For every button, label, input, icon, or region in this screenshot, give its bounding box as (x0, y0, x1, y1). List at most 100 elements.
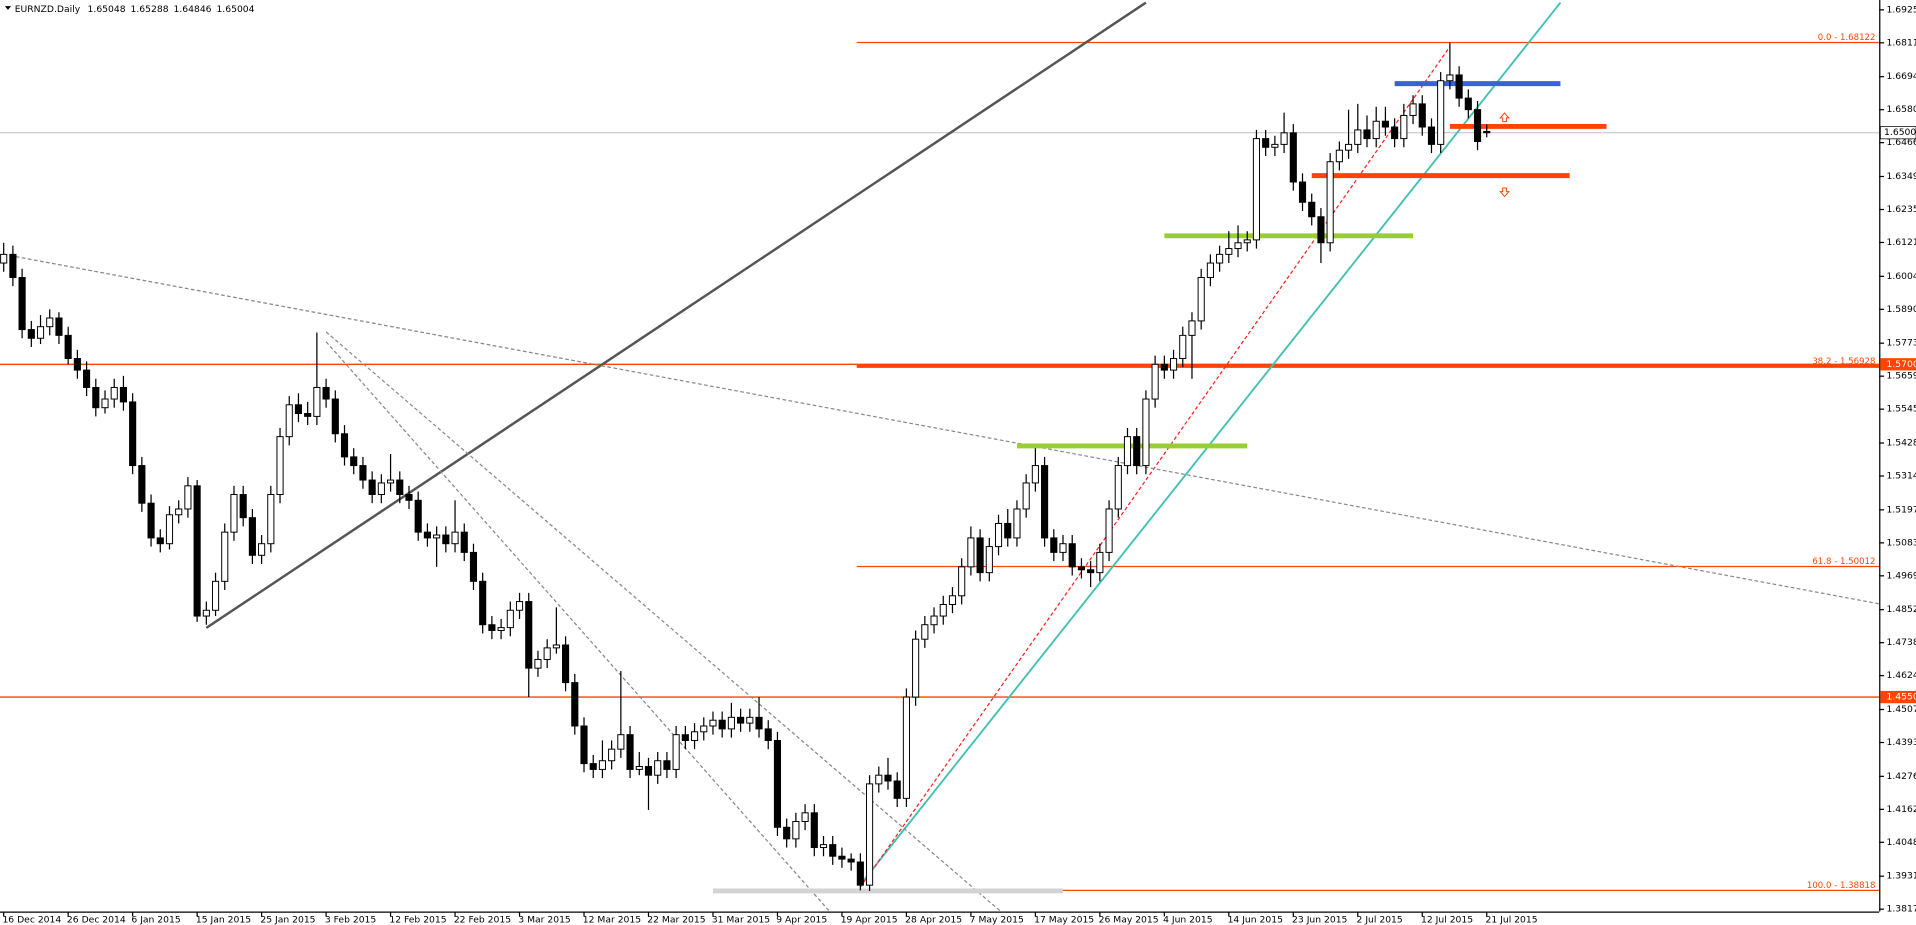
candle-body (718, 719, 726, 730)
x-tick-label: 12 Feb 2015 (389, 915, 446, 925)
up-arrow (1499, 112, 1510, 123)
y-tick-label: 1.65800 (1887, 104, 1916, 115)
candle-body (331, 398, 339, 435)
x-tick-label: 22 Feb 2015 (454, 915, 511, 925)
candle-body (534, 658, 542, 669)
y-tick-label: 1.62350 (1887, 204, 1916, 215)
candle-body (690, 731, 699, 741)
x-tick-label: 7 May 2015 (970, 915, 1024, 925)
candle-body (460, 531, 468, 553)
candle-body (506, 609, 514, 629)
candle-body (1169, 358, 1178, 371)
x-tick-label: 2 Jul 2015 (1357, 915, 1403, 925)
candle-body (644, 766, 653, 776)
candle-body (433, 534, 441, 539)
candle-body (110, 386, 118, 400)
y-tick-label: 1.61210 (1887, 237, 1916, 248)
candle-body (1409, 103, 1417, 116)
fib-label: 0.0 - 1.68122 (1818, 33, 1876, 43)
x-tick-label: 19 Apr 2015 (841, 915, 898, 925)
candle-body (267, 494, 275, 545)
candle-body (359, 465, 367, 481)
x-tick-label: 4 Jun 2015 (1163, 915, 1213, 925)
candle-body (1483, 130, 1491, 134)
candle-body (654, 760, 662, 776)
candle-body (608, 748, 616, 762)
trendline (3, 253, 1880, 605)
x-tick-label: 17 May 2015 (1034, 915, 1094, 925)
candle-body (967, 537, 975, 568)
candle-body (1418, 103, 1426, 128)
y-tick-label: 1.68110 (1887, 37, 1916, 48)
candle-body (18, 277, 26, 331)
candle-body (571, 682, 579, 727)
candle-body (626, 734, 634, 770)
candle-body (368, 479, 376, 496)
candle-body (1345, 143, 1353, 151)
candle-body (1446, 74, 1454, 82)
candle-body (276, 436, 284, 496)
x-tick-label: 9 Apr 2015 (776, 915, 827, 925)
candle-body (1041, 465, 1049, 539)
x-tick-label: 21 Jul 2015 (1486, 915, 1538, 925)
candle-body (1234, 242, 1242, 250)
candle-body (1252, 138, 1261, 241)
candle-body (1179, 334, 1187, 360)
candle-body (92, 386, 100, 409)
candle-body (1298, 181, 1307, 203)
candle-body (1308, 201, 1316, 218)
candle-body (414, 499, 422, 533)
candle-body (258, 543, 266, 556)
candle-body (1197, 277, 1205, 322)
y-tick-label: 1.66940 (1887, 71, 1916, 82)
candle-body (119, 386, 127, 403)
candle-body (617, 734, 625, 750)
candle-body (36, 326, 45, 339)
candle-body (175, 508, 183, 516)
candle-body (635, 766, 643, 770)
candle-body (700, 725, 708, 733)
candle-body (221, 531, 229, 582)
x-tick-label: 22 Mar 2015 (647, 915, 705, 925)
candle-body (819, 844, 828, 849)
candle-body (543, 647, 551, 660)
level-tag (1880, 358, 1916, 371)
candle-body (55, 317, 63, 336)
candle-body (994, 522, 1003, 548)
candle-body (829, 844, 837, 857)
candle-body (230, 494, 238, 533)
candle-body (0, 253, 8, 264)
candle-body (1381, 120, 1389, 128)
x-tick-label: 31 Mar 2015 (712, 915, 770, 925)
y-tick-label: 1.53140 (1887, 470, 1916, 481)
candle-body (1059, 543, 1067, 553)
candle-body (755, 716, 763, 730)
candle-body (1243, 239, 1251, 244)
menu-arrow[interactable] (4, 6, 12, 10)
candle-body (1464, 97, 1472, 111)
candle-body (912, 638, 920, 698)
candle-body (64, 334, 72, 360)
candle-body (930, 615, 938, 626)
candle-body (423, 531, 431, 539)
candle-body (976, 537, 984, 574)
candle-body (1077, 566, 1085, 571)
candle-body (985, 546, 993, 574)
trendline (205, 1, 1147, 629)
x-tick-label: 28 Apr 2015 (905, 915, 962, 925)
candle-body (525, 601, 533, 669)
candle-body (46, 317, 54, 328)
y-tick-label: 1.46240 (1887, 670, 1916, 681)
candle-body (1455, 74, 1463, 99)
candle-body (1427, 126, 1436, 145)
candle-body (193, 485, 201, 617)
x-tick-label: 26 Dec 2014 (67, 915, 126, 925)
candle-body (1335, 149, 1343, 163)
candle-body (1188, 320, 1196, 336)
candle-body (709, 719, 717, 727)
candle-body (672, 734, 680, 770)
candle-body (562, 644, 570, 684)
candle-body (589, 763, 597, 770)
x-tick-label: 14 Jun 2015 (1228, 915, 1284, 925)
